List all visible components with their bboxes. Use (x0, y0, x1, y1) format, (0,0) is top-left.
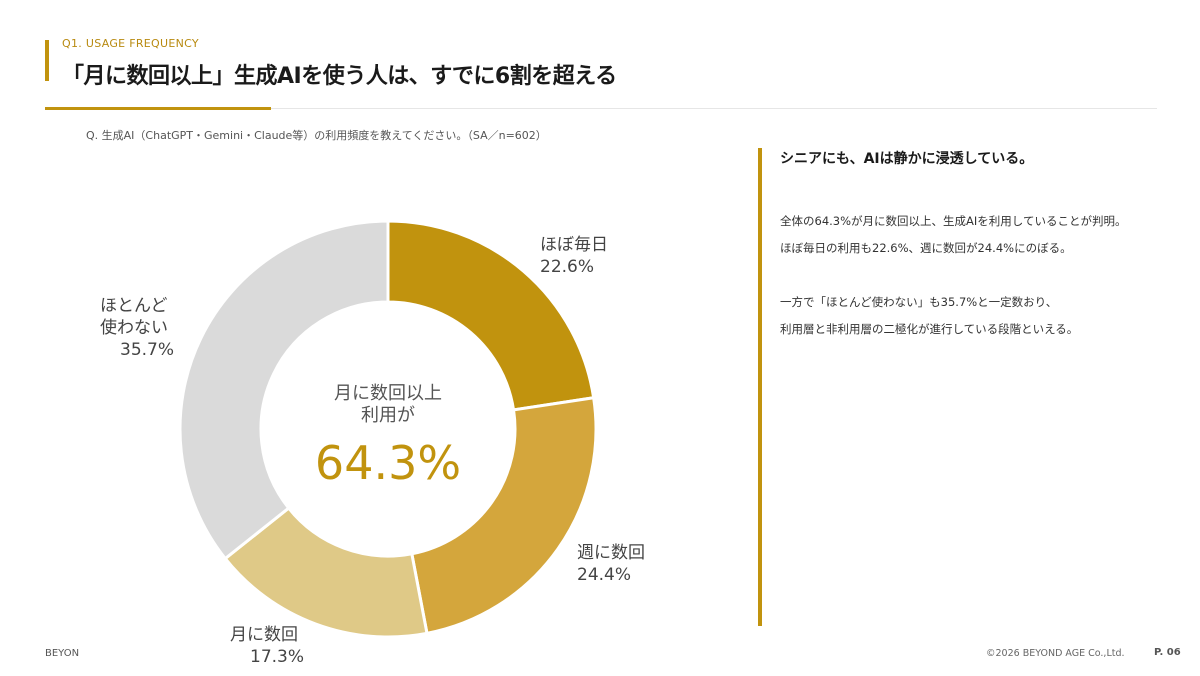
donut-center: 月に数回以上 利用が 64.3% (268, 383, 508, 493)
title-divider (45, 108, 1157, 109)
sidebar-paragraph-2: ほぼ毎日の利用も22.6%、週に数回が24.4%にのぼる。 (780, 241, 1072, 255)
page-title: 「月に数回以上」生成AIを使う人は、すでに6割を超える (62, 64, 617, 89)
page-number: P. 06 (1154, 647, 1181, 658)
label-rarely-name-2: 使わない (100, 318, 168, 338)
label-weekly-pct: 24.4% (577, 565, 632, 585)
sidebar-body: 全体の64.3%が月に数回以上、生成AIを利用していることが判明。 ほぼ毎日の利… (780, 208, 1160, 343)
center-caption-2: 利用が (361, 405, 415, 426)
label-daily-pct: 22.6% (540, 257, 595, 277)
title-divider-accent (45, 107, 271, 110)
slice-daily (386, 219, 596, 412)
label-daily-name: ほぼ毎日 (540, 235, 608, 255)
donut-chart-svg (178, 219, 598, 639)
center-caption-1: 月に数回以上 (334, 383, 442, 404)
label-daily: ほぼ毎日 22.6% (540, 234, 608, 278)
footer-copyright: ©2026 BEYOND AGE Co.,Ltd. (986, 648, 1125, 659)
sidebar-paragraph-4: 利用層と非利用層の二極化が進行している段階といえる。 (780, 322, 1079, 336)
sidebar-paragraph-3: 一方で「ほとんど使わない」も35.7%と一定数おり、 (780, 295, 1058, 309)
sidebar-accent-bar (758, 148, 762, 626)
section-label: Q1. USAGE FREQUENCY (62, 37, 199, 50)
label-monthly-pct: 17.3% (250, 647, 305, 667)
label-weekly-name: 週に数回 (577, 543, 645, 563)
header-accent-bar (45, 40, 49, 81)
label-monthly-name: 月に数回 (230, 625, 298, 645)
label-monthly: 月に数回 17.3% (230, 624, 304, 668)
label-rarely: ほとんど 使わない 35.7% (100, 295, 174, 361)
slice-weekly (410, 396, 598, 636)
sidebar-heading: シニアにも、AIは静かに浸透している。 (780, 151, 1034, 167)
sidebar-paragraph-1: 全体の64.3%が月に数回以上、生成AIを利用していることが判明。 (780, 214, 1127, 228)
label-rarely-pct: 35.7% (120, 340, 175, 360)
label-rarely-name-1: ほとんど (100, 296, 168, 316)
slice-rarely (178, 219, 390, 561)
sidebar-spacer (780, 262, 1160, 289)
footer-brand: BEYON (45, 648, 80, 659)
center-value: 64.3% (314, 436, 462, 490)
survey-question: Q. 生成AI（ChatGPT・Gemini・Claude等）の利用頻度を教えて… (86, 129, 547, 142)
label-weekly: 週に数回 24.4% (577, 542, 645, 586)
donut-chart: ほぼ毎日 22.6% 週に数回 24.4% 月に数回 17.3% ほとんど 使わ… (100, 219, 645, 668)
